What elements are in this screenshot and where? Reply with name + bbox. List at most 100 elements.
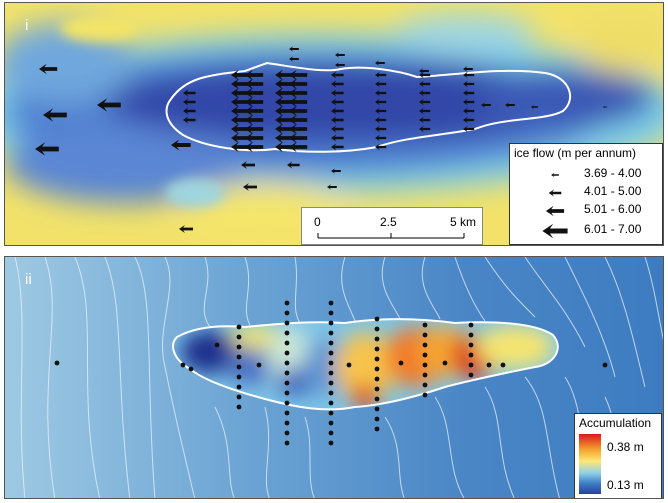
scale-bar-line bbox=[317, 233, 465, 239]
sample-point bbox=[284, 300, 290, 306]
sample-point bbox=[188, 366, 194, 372]
flow-arrow bbox=[419, 80, 431, 88]
legend-arrow bbox=[542, 223, 568, 239]
flow-arrow bbox=[463, 66, 473, 72]
arrow-medium-icon bbox=[548, 189, 562, 197]
sample-point bbox=[328, 420, 334, 426]
sample-point bbox=[468, 342, 474, 348]
sample-point bbox=[328, 330, 334, 336]
flow-arrow bbox=[39, 63, 58, 75]
sample-points bbox=[54, 300, 608, 446]
flow-arrow bbox=[375, 80, 387, 88]
flow-arrow bbox=[335, 62, 345, 68]
flow-arrow bbox=[463, 71, 475, 79]
flow-arrow bbox=[231, 105, 250, 117]
flow-arrow bbox=[463, 89, 475, 97]
sample-point bbox=[328, 310, 334, 316]
sample-point bbox=[284, 390, 290, 396]
flow-arrow bbox=[603, 105, 608, 109]
flow-arrow bbox=[275, 141, 294, 153]
flow-arrow bbox=[419, 98, 431, 106]
flow-arrow bbox=[331, 168, 341, 174]
flow-arrow bbox=[275, 105, 294, 117]
flow-arrow bbox=[419, 71, 431, 79]
ice-cap-outline bbox=[165, 61, 572, 153]
panel-label-i: i bbox=[25, 17, 29, 34]
legend-row-2: 4.01 - 5.00 bbox=[510, 182, 660, 202]
sample-point bbox=[284, 440, 290, 446]
sample-point bbox=[236, 354, 242, 360]
legend-label-4: 6.01 - 7.00 bbox=[584, 222, 642, 236]
flow-arrow bbox=[375, 89, 387, 97]
ice-flow-legend: ice flow (m per annum) 3.69 - 4.00 4.01 … bbox=[509, 143, 663, 245]
flow-arrow bbox=[245, 96, 264, 108]
sample-point bbox=[374, 426, 380, 432]
flow-arrow bbox=[331, 98, 344, 106]
ice-flow-map-panel: i 0 2.5 5 km ice flow (m per annum) 3.69… bbox=[4, 2, 664, 246]
flow-arrow bbox=[289, 96, 308, 108]
flow-arrow bbox=[287, 161, 300, 169]
sample-point bbox=[500, 362, 506, 368]
flow-arrow bbox=[419, 125, 431, 133]
flow-arrow bbox=[289, 56, 299, 62]
sample-point bbox=[328, 370, 334, 376]
sample-point bbox=[422, 392, 428, 398]
accumulation-map bbox=[5, 257, 663, 498]
flow-arrow bbox=[419, 116, 431, 124]
scale-tick-0: 0 bbox=[314, 215, 321, 229]
sample-point bbox=[236, 324, 242, 330]
flow-arrow bbox=[531, 105, 538, 109]
flow-arrow bbox=[481, 102, 491, 108]
legend-row-1: 3.69 - 4.00 bbox=[510, 164, 660, 184]
sample-point bbox=[328, 390, 334, 396]
flow-arrow bbox=[231, 141, 250, 153]
flow-arrow bbox=[275, 78, 294, 90]
accumulation-max-label: 0.38 m bbox=[607, 440, 644, 454]
sample-point bbox=[328, 320, 334, 326]
flow-arrow bbox=[375, 98, 387, 106]
sample-point bbox=[236, 374, 242, 380]
flow-arrow bbox=[331, 107, 344, 115]
flow-arrow bbox=[275, 96, 294, 108]
flow-arrow bbox=[419, 68, 429, 74]
sample-point bbox=[284, 430, 290, 436]
flow-arrow bbox=[171, 139, 191, 151]
sample-point bbox=[236, 334, 242, 340]
flow-arrow bbox=[275, 132, 294, 144]
sample-point bbox=[328, 300, 334, 306]
flow-arrow bbox=[245, 69, 264, 81]
flow-arrow bbox=[35, 142, 59, 156]
sample-point bbox=[468, 362, 474, 368]
arrow-large-icon bbox=[545, 205, 565, 217]
flow-arrow bbox=[245, 123, 264, 135]
sample-point bbox=[374, 366, 380, 372]
sample-point bbox=[374, 346, 380, 352]
sample-point bbox=[374, 356, 380, 362]
sample-point bbox=[468, 372, 474, 378]
flow-arrow bbox=[43, 108, 67, 122]
sample-point bbox=[284, 320, 290, 326]
sample-point bbox=[486, 362, 492, 368]
flow-arrow bbox=[231, 96, 250, 108]
sample-point bbox=[328, 410, 334, 416]
flow-arrow bbox=[289, 78, 308, 90]
sample-point bbox=[284, 400, 290, 406]
flow-arrow bbox=[241, 161, 255, 169]
legend-row-3: 5.01 - 6.00 bbox=[510, 200, 660, 220]
flow-arrow bbox=[463, 80, 475, 88]
sample-point bbox=[284, 420, 290, 426]
arrow-xlarge-icon bbox=[542, 223, 568, 239]
sample-point bbox=[236, 394, 242, 400]
sample-point bbox=[236, 364, 242, 370]
scale-tick-2-5: 2.5 bbox=[380, 215, 397, 229]
flow-arrow bbox=[335, 52, 345, 58]
sample-point bbox=[284, 370, 290, 376]
scale-bar: 0 2.5 5 km bbox=[301, 207, 483, 245]
sample-point bbox=[328, 360, 334, 366]
flow-arrow bbox=[243, 183, 257, 191]
accumulation-color-ramp bbox=[579, 434, 601, 494]
accumulation-legend: Accumulation 0.38 m 0.13 m bbox=[574, 413, 662, 498]
flow-arrow bbox=[231, 132, 250, 144]
sample-point bbox=[284, 360, 290, 366]
sample-point bbox=[374, 416, 380, 422]
